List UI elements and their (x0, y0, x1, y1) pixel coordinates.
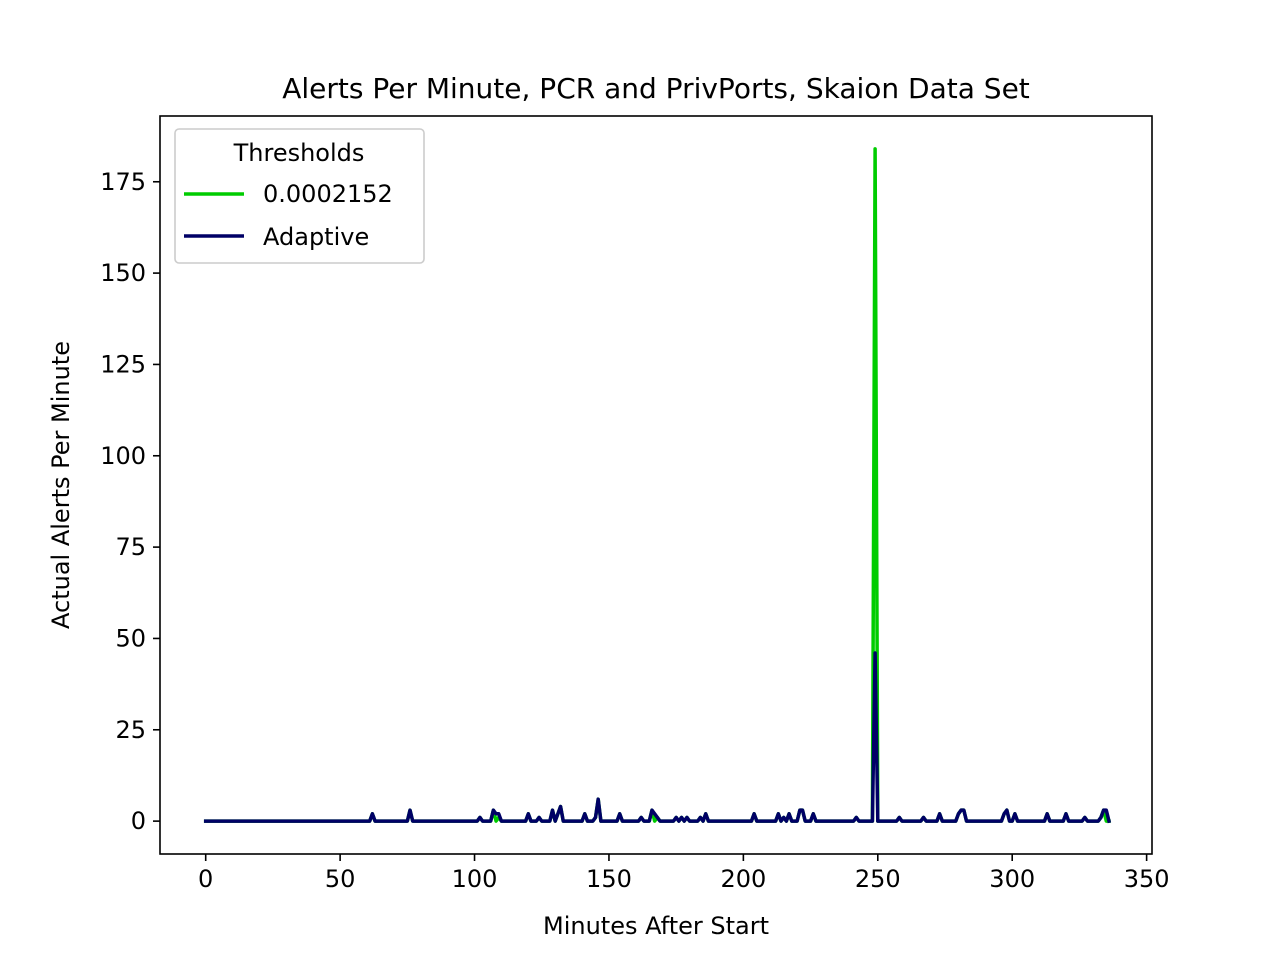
y-tick-label: 125 (100, 350, 146, 378)
y-tick-label: 175 (100, 168, 146, 196)
y-tick-label: 0 (131, 807, 146, 835)
y-axis: 0 25 50 75 100 125 150 175 (100, 168, 160, 835)
legend: Thresholds 0.0002152 Adaptive (174, 128, 425, 264)
y-tick-label: 50 (115, 624, 146, 652)
legend-box (174, 128, 425, 264)
legend-title: Thresholds (233, 139, 365, 167)
x-tick-label: 0 (198, 865, 213, 893)
x-tick-label: 350 (1124, 865, 1170, 893)
chart-title: Alerts Per Minute, PCR and PrivPorts, Sk… (282, 72, 1030, 105)
x-tick-label: 50 (325, 865, 356, 893)
legend-label-adaptive: Adaptive (263, 223, 369, 251)
y-tick-label: 75 (115, 533, 146, 561)
x-tick-label: 300 (989, 865, 1035, 893)
x-axis-label: Minutes After Start (543, 912, 769, 940)
plot-frame (159, 115, 1153, 855)
x-tick-label: 250 (855, 865, 901, 893)
x-tick-label: 150 (586, 865, 632, 893)
x-tick-label: 200 (720, 865, 766, 893)
series-line-adaptive (203, 651, 1112, 824)
series-layer (203, 147, 1112, 824)
x-axis: 0 50 100 150 200 250 300 350 (198, 854, 1170, 893)
y-tick-label: 25 (115, 716, 146, 744)
y-tick-label: 100 (100, 442, 146, 470)
y-axis-label: Actual Alerts Per Minute (47, 341, 75, 629)
plot-area (159, 115, 1153, 855)
legend-label-0002152: 0.0002152 (263, 180, 393, 208)
y-tick-label: 150 (100, 259, 146, 287)
x-tick-label: 100 (452, 865, 498, 893)
